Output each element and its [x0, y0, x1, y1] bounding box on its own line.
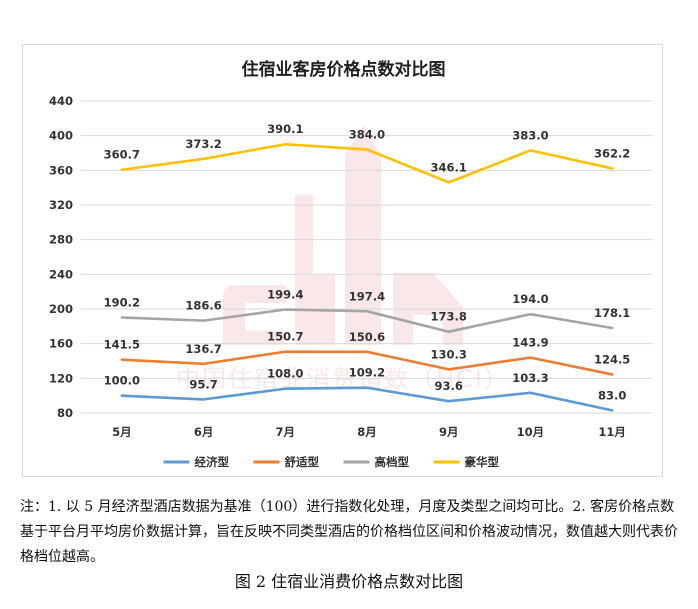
chart-frame: 中国住宿业消费指数（HCI） 住宿业客房价格点数对比图 80 120 160 200 240… [22, 44, 663, 477]
data-label: 384.0 [349, 128, 385, 142]
x-tick-label: 5月 [112, 425, 132, 439]
data-label: 100.0 [104, 374, 140, 388]
data-label: 178.1 [594, 306, 630, 320]
watermark-h-shape [295, 195, 335, 345]
data-label: 362.2 [594, 146, 630, 160]
data-label: 373.2 [185, 137, 221, 151]
data-label: 130.3 [431, 347, 467, 361]
data-label: 95.7 [189, 377, 217, 391]
y-tick-label: 240 [49, 267, 73, 281]
data-label: 136.7 [185, 342, 221, 356]
data-label: 346.1 [431, 160, 467, 174]
watermark-c-shape [223, 285, 285, 345]
data-label: 194.0 [512, 292, 548, 306]
x-tick-label: 8月 [357, 425, 377, 439]
data-label: 150.7 [267, 330, 303, 344]
legend-label: 高档型 [375, 455, 410, 469]
data-label: 150.6 [349, 330, 385, 344]
data-label: 83.0 [598, 388, 626, 402]
legend-label: 舒适型 [285, 455, 320, 469]
y-tick-label: 360 [49, 163, 73, 177]
series-line [120, 386, 614, 412]
data-label: 390.1 [267, 122, 303, 136]
data-label: 109.2 [349, 366, 385, 380]
data-label: 93.6 [435, 379, 463, 393]
data-label: 103.3 [512, 371, 548, 385]
y-tick-label: 440 [49, 94, 73, 108]
series-line [120, 350, 614, 376]
data-label: 360.7 [104, 148, 140, 162]
x-tick-label: 10月 [517, 425, 545, 439]
chart-note: 注：1. 以 5 月经济型酒店数据为基准（100）进行指数化处理，月度及类型之间… [20, 499, 678, 565]
legend-label: 经济型 [195, 455, 230, 469]
series-line [120, 308, 614, 334]
data-label: 143.9 [512, 336, 548, 350]
legend-label: 豪华型 [465, 455, 500, 469]
watermark-tower-shape [345, 125, 381, 345]
x-tick-label: 9月 [439, 425, 459, 439]
data-label: 199.4 [267, 288, 303, 302]
series-line [120, 142, 614, 184]
data-label: 124.5 [594, 352, 630, 366]
y-tick-label: 120 [49, 371, 73, 385]
y-tick-label: 160 [49, 337, 73, 351]
figure-caption: 图 2 住宿业消费价格点数对比图 [234, 572, 464, 591]
data-label: 108.0 [267, 367, 303, 381]
x-tick-label: 11月 [598, 425, 626, 439]
y-tick-label: 320 [49, 198, 73, 212]
y-tick-label: 400 [49, 129, 73, 143]
watermark-logo: 中国住宿业消费指数（HCI） [176, 125, 508, 393]
line-chart: 中国住宿业消费指数（HCI） 住宿业客房价格点数对比图 80 120 160 200 240… [49, 59, 653, 469]
data-label: 190.2 [104, 295, 140, 309]
y-tick-label: 80 [57, 406, 73, 420]
y-tick-label: 280 [49, 233, 73, 247]
data-label: 197.4 [349, 289, 385, 303]
data-label: 383.0 [512, 128, 548, 142]
x-tick-label: 7月 [276, 425, 296, 439]
data-label: 186.6 [185, 299, 221, 313]
chart-title: 住宿业客房价格点数对比图 [242, 59, 446, 80]
data-label: 141.5 [104, 338, 140, 352]
data-label: 173.8 [431, 310, 467, 324]
x-tick-label: 6月 [194, 425, 214, 439]
y-tick-label: 200 [49, 302, 73, 316]
